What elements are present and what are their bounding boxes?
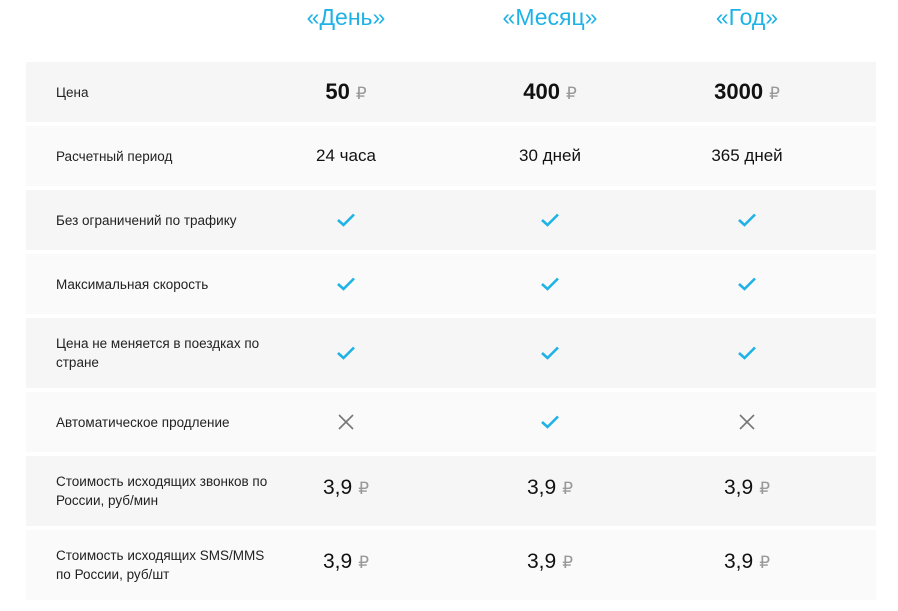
ruble-sign: ₽ (759, 553, 771, 572)
comparison-table: Цена 50 ₽400 ₽3000 ₽ Расчетный период 24 часа 3… (26, 62, 876, 604)
value-text: 3,9 (526, 550, 557, 573)
check-icon (541, 277, 559, 291)
table-row: Стоимость исходящих SMS/MMS по России, р… (26, 530, 876, 600)
ruble-sign: ₽ (759, 479, 771, 498)
value-text: 400 (523, 79, 560, 104)
price-value: 3,9 ₽ (323, 476, 369, 500)
value-text: 3,9 (723, 476, 754, 499)
table-row: Цена не меняется в поездках по стране (26, 318, 876, 388)
close-icon (338, 414, 354, 430)
price-value: 50 ₽ (325, 79, 366, 105)
value-text: 3,9 (526, 476, 557, 499)
row-label: Максимальная скорость (56, 276, 209, 292)
close-icon (739, 414, 755, 430)
row-label: Стоимость исходящих звонков по России, р… (56, 474, 268, 508)
table-row: Расчетный период 24 часа 30 дней 365 дней (26, 126, 876, 186)
ruble-sign: ₽ (355, 84, 367, 103)
check-icon (541, 415, 559, 429)
ruble-sign: ₽ (769, 84, 780, 103)
ruble-sign: ₽ (358, 479, 370, 498)
plan-header-day: «День» (306, 4, 386, 30)
check-icon (337, 346, 355, 360)
row-label: Цена (56, 84, 89, 100)
value-text: 3,9 (723, 550, 754, 573)
price-value: 400 ₽ (523, 79, 577, 105)
check-icon (541, 346, 559, 360)
ruble-sign: ₽ (358, 553, 370, 572)
check-icon (337, 213, 355, 227)
table-row: Максимальная скорость (26, 254, 876, 314)
period-value: 365 дней (711, 146, 782, 166)
row-label: Стоимость исходящих SMS/MMS по России, р… (56, 548, 265, 582)
value-text: 50 (325, 79, 350, 104)
row-label: Цена не меняется в поездках по стране (56, 336, 260, 370)
table-row: Стоимость исходящих звонков по России, р… (26, 456, 876, 526)
price-value: 3,9 ₽ (724, 550, 770, 574)
plan-header-year: «Год» (715, 4, 779, 30)
ruble-sign: ₽ (562, 553, 574, 572)
period-value: 24 часа (316, 146, 376, 166)
price-value: 3,9 ₽ (527, 476, 573, 500)
ruble-sign: ₽ (562, 479, 574, 498)
price-value: 3,9 ₽ (527, 550, 573, 574)
table-row: Автоматическое продление (26, 392, 876, 452)
ruble-sign: ₽ (565, 84, 577, 103)
value-text: 3000 (714, 79, 764, 104)
value-text: 3,9 (322, 550, 353, 573)
value-text: 24 часа (316, 146, 376, 165)
check-icon (738, 277, 756, 291)
check-icon (738, 346, 756, 360)
row-label: Без ограничений по трафику (56, 212, 237, 228)
table-row: Без ограничений по трафику (26, 190, 876, 250)
plan-header-month: «Месяц» (502, 4, 598, 30)
check-icon (738, 213, 756, 227)
row-label: Расчетный период (56, 148, 173, 164)
price-value: 3,9 ₽ (323, 550, 369, 574)
value-text: 3,9 (322, 476, 353, 499)
row-label: Автоматическое продление (56, 414, 230, 430)
value-text: 30 дней (519, 146, 581, 165)
table-row: Цена 50 ₽400 ₽3000 ₽ (26, 62, 876, 122)
value-text: 365 дней (711, 146, 783, 165)
price-value: 3000 ₽ (714, 79, 780, 105)
price-value: 3,9 ₽ (724, 476, 770, 500)
period-value: 30 дней (519, 146, 581, 166)
check-icon (541, 213, 559, 227)
check-icon (337, 277, 355, 291)
